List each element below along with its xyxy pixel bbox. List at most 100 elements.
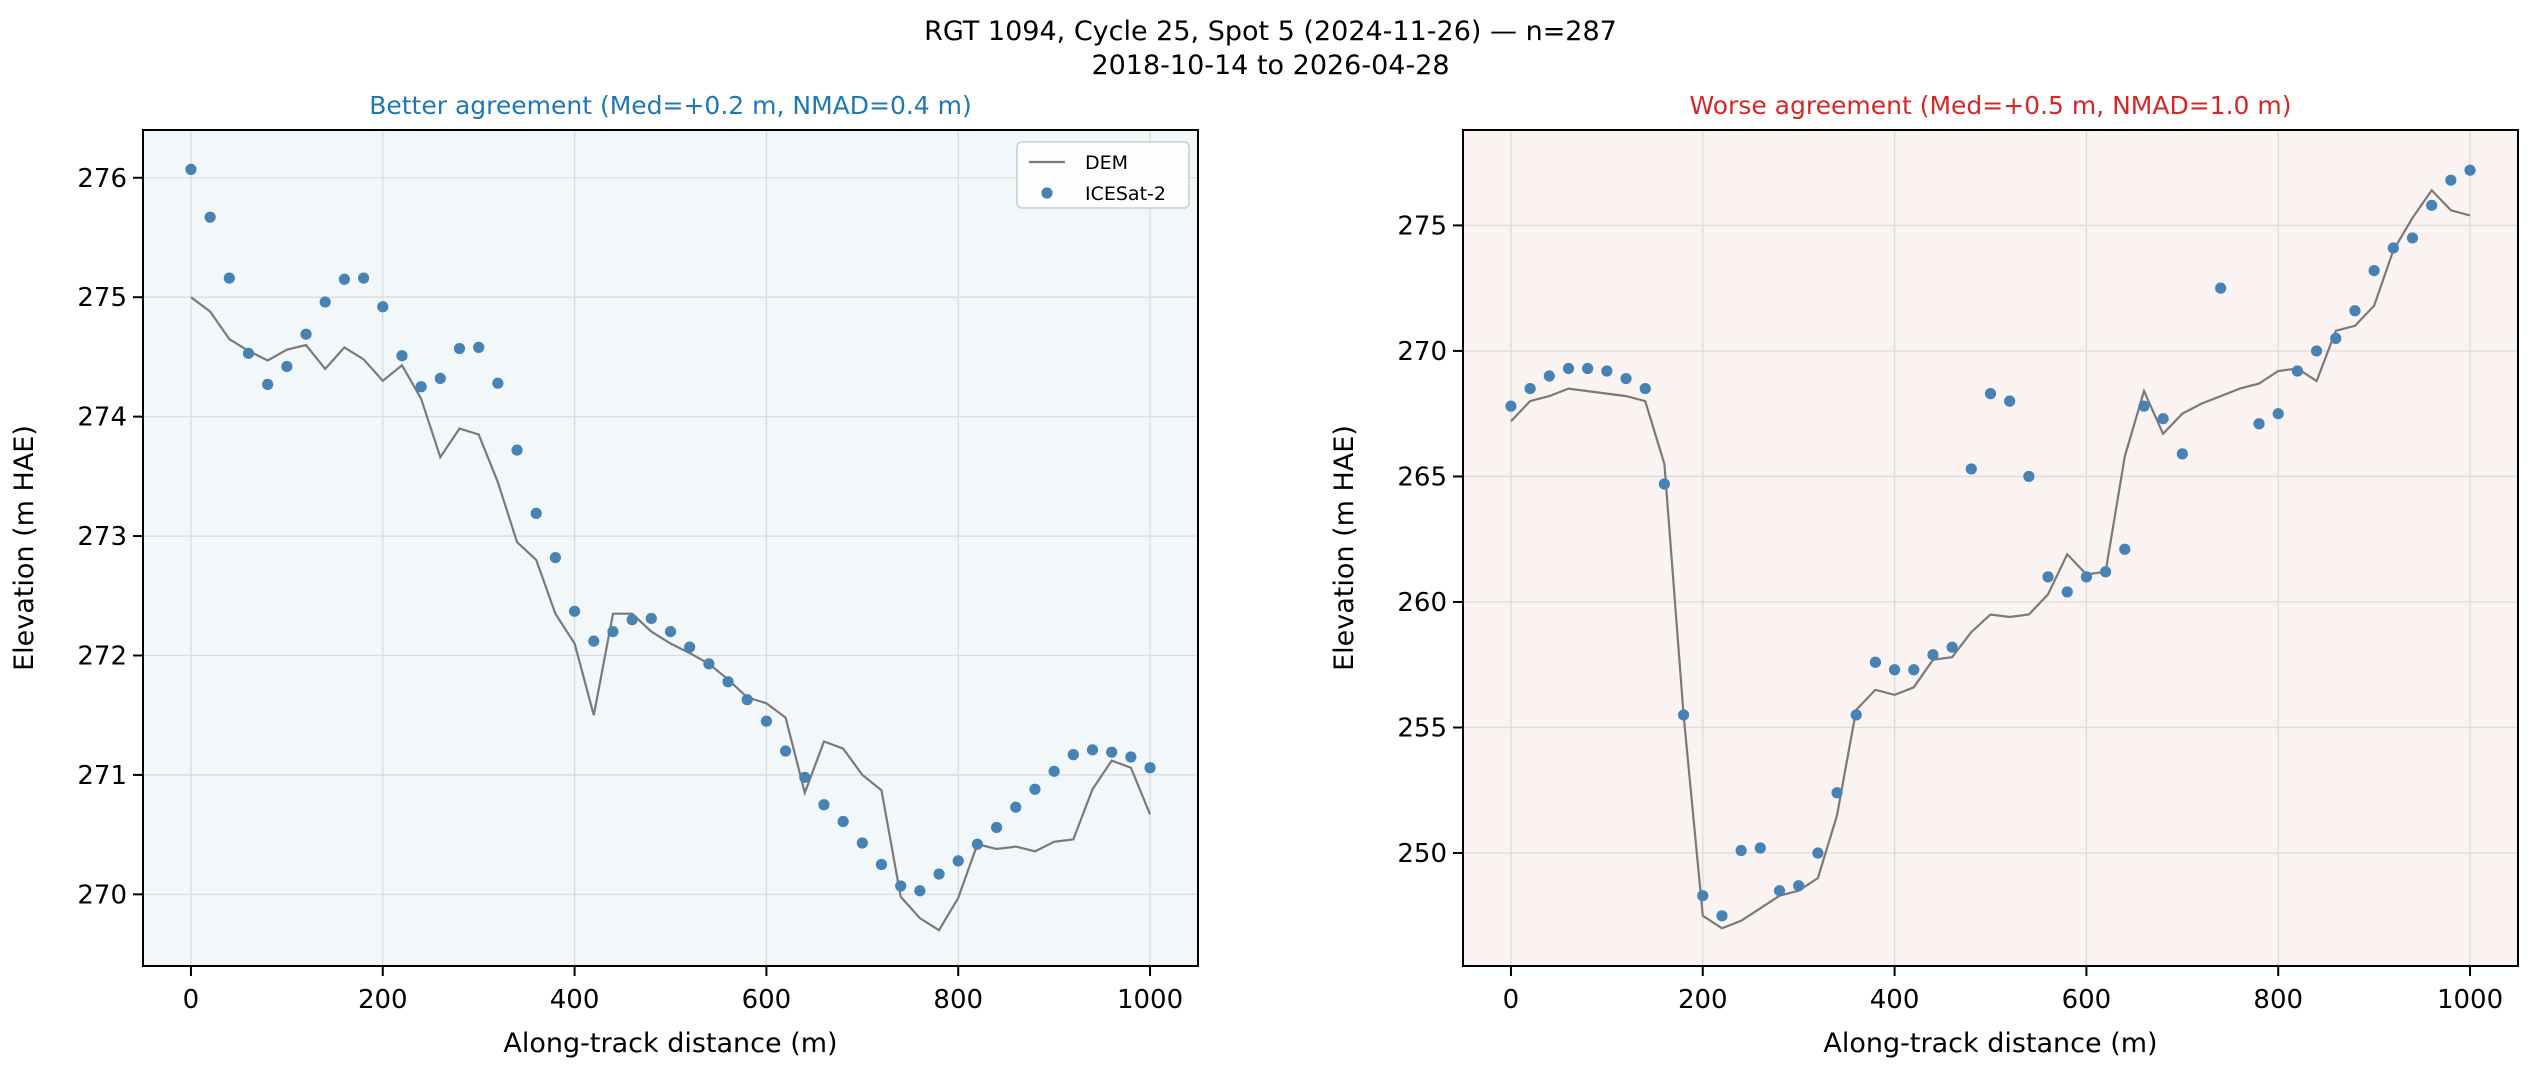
plot-background — [143, 130, 1198, 966]
icesat2-point — [549, 551, 562, 564]
icesat2-point — [1812, 847, 1824, 859]
icesat2-point — [1029, 783, 1041, 795]
x-tick-label: 1000 — [1117, 985, 1183, 1015]
icesat2-point — [1869, 656, 1882, 668]
icesat2-point — [1144, 762, 1156, 774]
icesat2-point — [338, 273, 351, 285]
x-tick-label: 0 — [183, 985, 200, 1015]
icesat2-point — [1677, 709, 1690, 721]
icesat2-point — [1086, 744, 1099, 756]
icesat2-point — [837, 815, 849, 828]
icesat2-point — [1793, 880, 1805, 892]
icesat2-point — [1639, 382, 1651, 395]
legend-icesat2-swatch — [1041, 187, 1053, 199]
icesat2-point — [2138, 400, 2150, 412]
icesat2-point — [2023, 470, 2035, 483]
icesat2-point — [2387, 242, 2399, 254]
icesat2-point — [1927, 649, 1939, 661]
icesat2-point — [492, 377, 504, 389]
icesat2-point — [588, 635, 600, 647]
icesat2-point — [1010, 801, 1022, 813]
figure-suptitle-line1: RGT 1094, Cycle 25, Spot 5 (2024-11-26) … — [924, 16, 1617, 47]
icesat2-point — [645, 612, 657, 625]
icesat2-point — [684, 641, 696, 653]
icesat2-point — [1946, 641, 1958, 653]
icesat2-point — [990, 821, 1003, 834]
y-axis-label: Elevation (m HAE) — [9, 425, 40, 671]
x-axis-label: Along-track distance (m) — [1823, 1028, 2157, 1059]
icesat2-point — [2330, 332, 2342, 344]
y-tick-label: 270 — [1397, 337, 1447, 367]
icesat2-point — [1888, 664, 1901, 676]
icesat2-point — [2310, 345, 2323, 357]
y-tick-label: 276 — [77, 164, 127, 194]
icesat2-point — [2253, 418, 2265, 430]
icesat2-point — [1524, 382, 1536, 395]
y-tick-label: 270 — [77, 880, 127, 910]
icesat2-point — [357, 272, 370, 284]
icesat2-point — [1620, 372, 1632, 385]
icesat2-point — [875, 858, 888, 871]
icesat2-point — [415, 381, 427, 393]
icesat2-point — [319, 296, 331, 308]
icesat2-point — [626, 614, 638, 626]
icesat2-point — [856, 837, 868, 849]
plot-frame — [1462, 129, 2519, 967]
icesat2-point — [568, 605, 581, 617]
icesat2-point — [1106, 746, 1118, 758]
icesat2-point — [1984, 388, 1997, 400]
icesat2-point — [2004, 395, 2016, 407]
icesat2-point — [223, 272, 235, 284]
y-tick-label: 273 — [77, 522, 127, 552]
icesat2-point — [2042, 571, 2054, 583]
icesat2-point — [818, 799, 830, 811]
icesat2-point — [281, 360, 293, 373]
icesat2-point — [1067, 749, 1079, 761]
icesat2-point — [1831, 787, 1843, 799]
icesat2-point — [1735, 844, 1747, 857]
icesat2-point — [262, 378, 274, 390]
icesat2-point — [1965, 463, 1977, 475]
icesat2-point — [722, 676, 734, 688]
icesat2-point — [741, 694, 753, 706]
x-tick-label: 200 — [1678, 985, 1728, 1015]
icesat2-point — [1773, 885, 1786, 897]
icesat2-point — [242, 347, 255, 359]
icesat2-point — [971, 838, 984, 850]
icesat2-point — [2215, 282, 2227, 294]
icesat2-point — [952, 855, 964, 867]
icesat2-point — [434, 372, 446, 385]
x-tick-label: 200 — [358, 985, 408, 1015]
icesat2-point — [1754, 842, 1766, 854]
icesat2-point — [2368, 264, 2380, 277]
legend-box — [1016, 141, 1190, 209]
y-tick-label: 260 — [1397, 588, 1447, 618]
legend-label: ICESat-2 — [1085, 183, 1166, 205]
icesat2-point — [2099, 566, 2112, 578]
x-tick-label: 400 — [1870, 985, 1920, 1015]
icesat2-point — [1505, 400, 1517, 412]
icesat2-point — [1908, 664, 1920, 676]
icesat2-point — [530, 507, 542, 519]
x-tick-label: 600 — [2062, 985, 2112, 1015]
dem-line — [1510, 188, 2471, 930]
x-tick-label: 600 — [742, 985, 792, 1015]
y-tick-label: 275 — [77, 283, 127, 313]
y-tick-label: 250 — [1397, 839, 1447, 869]
icesat2-point — [1601, 365, 1613, 377]
x-tick-label: 800 — [2253, 985, 2303, 1015]
icesat2-point — [204, 211, 216, 223]
x-tick-label: 1000 — [2437, 985, 2503, 1015]
icesat2-point — [2157, 413, 2169, 425]
icesat2-point — [664, 626, 677, 638]
icesat2-point — [1048, 765, 1060, 777]
chart-panel-2: 0 200 400 600 800 1000 250 255 260 265 270 275 Along… — [1329, 91, 2519, 1059]
dem-line — [190, 296, 1152, 932]
icesat2-point — [2061, 586, 2073, 598]
y-axis-label: Elevation (m HAE) — [1329, 425, 1360, 671]
panel-title: Better agreement (Med=+0.2 m, NMAD=0.4 m… — [369, 91, 972, 120]
icesat2-point — [895, 880, 907, 892]
icesat2-point — [2349, 305, 2361, 317]
icesat2-point — [2176, 448, 2188, 460]
